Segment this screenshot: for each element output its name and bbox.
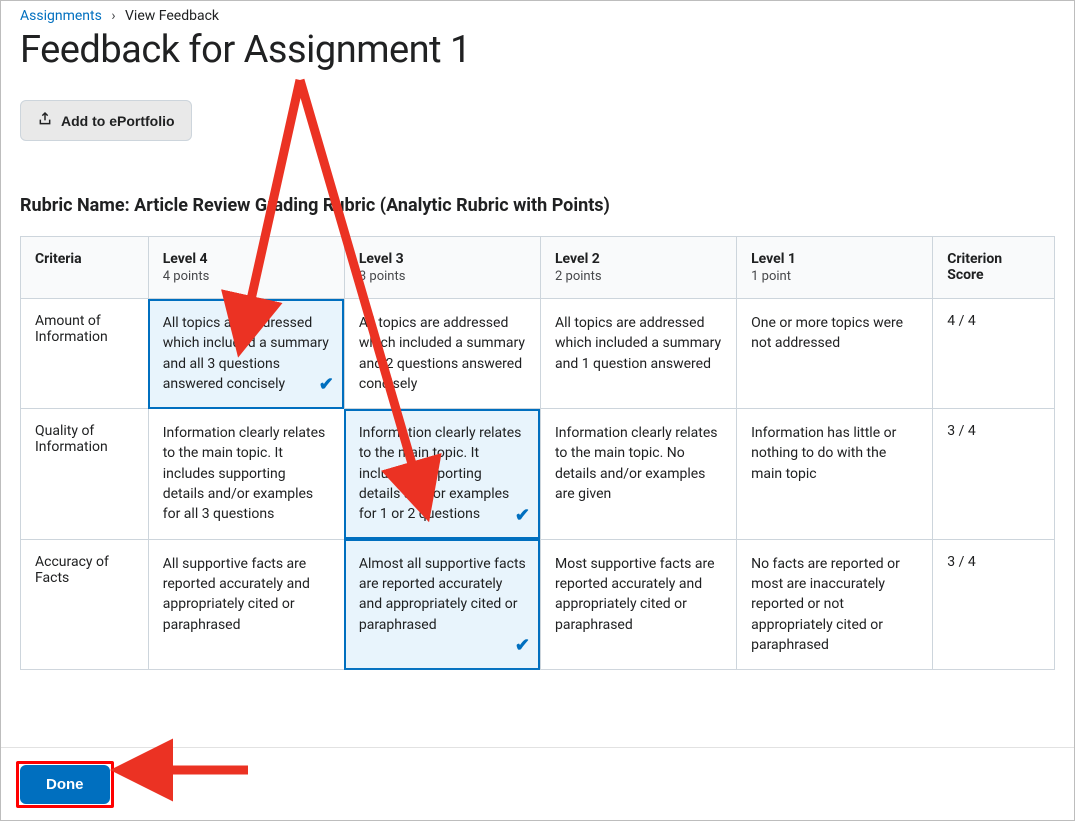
level-cell[interactable]: All topics are addressed which included … (540, 299, 736, 409)
criterion-score: 3 / 4 (933, 409, 1055, 539)
add-to-eportfolio-label: Add to ePortfolio (61, 113, 175, 129)
breadcrumb-assignments-link[interactable]: Assignments (20, 8, 102, 24)
level-cell[interactable]: All supportive facts are reported accura… (148, 539, 344, 669)
header-level2-label: Level 2 (555, 251, 600, 267)
criterion-score: 3 / 4 (933, 539, 1055, 669)
header-level3: Level 3 3 points (344, 237, 540, 299)
level-cell[interactable]: Information clearly relates to the main … (148, 409, 344, 539)
header-level1: Level 1 1 point (737, 237, 933, 299)
header-criteria-label: Criteria (35, 251, 82, 267)
checkmark-icon: ✔ (515, 633, 530, 659)
header-level3-points: 3 points (359, 269, 526, 284)
done-button[interactable]: Done (20, 765, 110, 804)
level-cell[interactable]: All topics are addressed which included … (148, 299, 344, 409)
criteria-cell: Quality of Information (21, 409, 149, 539)
header-score: Criterion Score (933, 237, 1055, 299)
header-level2-points: 2 points (555, 269, 722, 284)
header-level1-points: 1 point (751, 269, 918, 284)
breadcrumb-current: View Feedback (125, 8, 219, 24)
level-cell[interactable]: Information has little or nothing to do … (737, 409, 933, 539)
rubric-heading: Rubric Name: Article Review Grading Rubr… (20, 195, 1055, 216)
rubric-table: Criteria Level 4 4 points Level 3 3 poin… (20, 236, 1055, 670)
header-level4: Level 4 4 points (148, 237, 344, 299)
table-row: Amount of InformationAll topics are addr… (21, 299, 1055, 409)
criteria-cell: Accuracy of Facts (21, 539, 149, 669)
level-cell[interactable]: All topics are addressed which included … (344, 299, 540, 409)
header-level4-label: Level 4 (163, 251, 208, 267)
level-cell[interactable]: Information clearly relates to the main … (344, 409, 540, 539)
table-row: Accuracy of FactsAll supportive facts ar… (21, 539, 1055, 669)
footer-bar: Done (0, 747, 1075, 821)
level-cell[interactable]: Almost all supportive facts are reported… (344, 539, 540, 669)
breadcrumb: Assignments › View Feedback (20, 8, 1055, 24)
level-cell[interactable]: No facts are reported or most are inaccu… (737, 539, 933, 669)
fade-overlay (0, 667, 1075, 747)
header-level3-label: Level 3 (359, 251, 404, 267)
header-level4-points: 4 points (163, 269, 330, 284)
header-level1-label: Level 1 (751, 251, 796, 267)
table-header-row: Criteria Level 4 4 points Level 3 3 poin… (21, 237, 1055, 299)
level-cell[interactable]: Information clearly relates to the main … (540, 409, 736, 539)
checkmark-icon: ✔ (319, 372, 334, 398)
checkmark-icon: ✔ (515, 503, 530, 529)
level-cell[interactable]: One or more topics were not addressed (737, 299, 933, 409)
header-score-label: Criterion Score (947, 251, 1002, 283)
share-icon (37, 111, 53, 130)
table-row: Quality of InformationInformation clearl… (21, 409, 1055, 539)
header-criteria: Criteria (21, 237, 149, 299)
chevron-right-icon: › (111, 8, 115, 24)
criterion-score: 4 / 4 (933, 299, 1055, 409)
level-cell[interactable]: Most supportive facts are reported accur… (540, 539, 736, 669)
header-level2: Level 2 2 points (540, 237, 736, 299)
page-title: Feedback for Assignment 1 (20, 28, 1055, 72)
criteria-cell: Amount of Information (21, 299, 149, 409)
annotation-done-outline: Done (16, 761, 114, 808)
add-to-eportfolio-button[interactable]: Add to ePortfolio (20, 100, 192, 141)
